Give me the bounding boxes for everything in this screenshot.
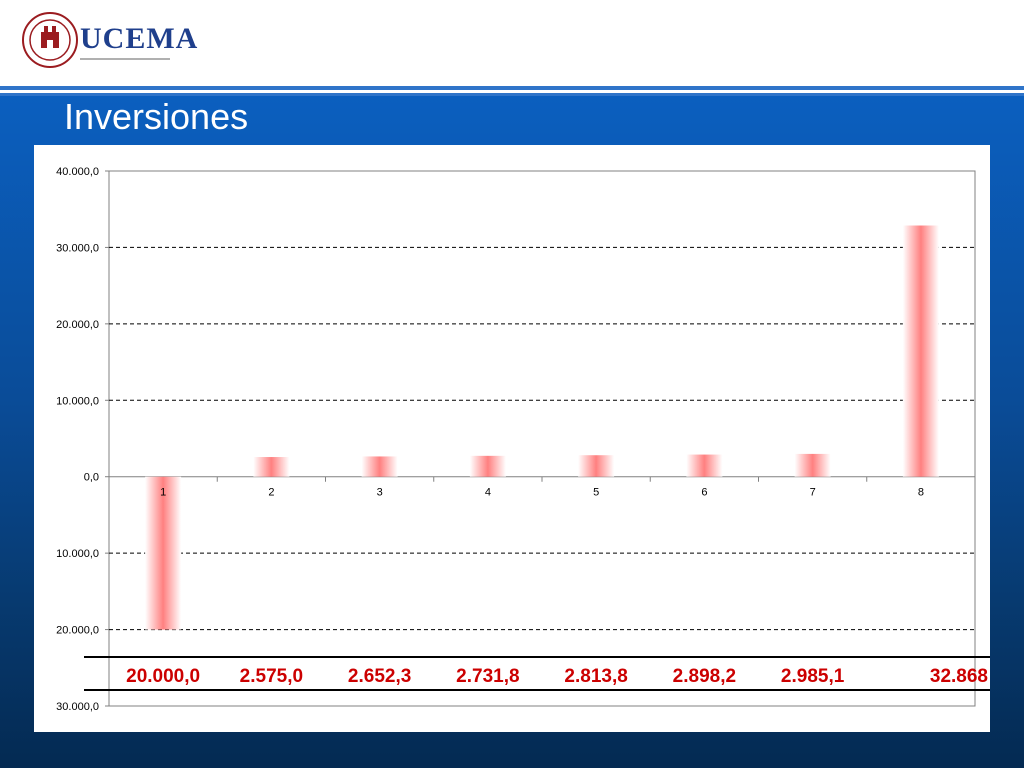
- y-tick-label: 10.000,0: [56, 548, 99, 560]
- header-stripe: [0, 90, 1024, 93]
- x-category-label: 6: [701, 487, 707, 499]
- bar: [578, 455, 615, 477]
- slide-title: Inversiones: [64, 96, 249, 137]
- x-category-label: 1: [160, 487, 166, 499]
- bar-chart: 40.000,0 30.000,0 20.000,0 10.000,0 0,0 10.00…: [56, 166, 990, 713]
- x-category-label: 5: [593, 487, 599, 499]
- bar: [902, 225, 939, 477]
- data-value-label: 2.985,1: [781, 666, 845, 687]
- x-category-label: 4: [485, 487, 491, 499]
- header-stripe: [0, 93, 1024, 96]
- data-value-label: 32.868: [930, 666, 988, 687]
- x-category-label: 8: [918, 487, 924, 499]
- university-seal-icon: [22, 12, 78, 68]
- data-value-label: 2.731,8: [456, 666, 519, 687]
- y-tick-label: 30.000,0: [56, 242, 99, 254]
- bar: [361, 456, 398, 477]
- x-category-label: 3: [377, 487, 383, 499]
- plot-area-border: [108, 170, 976, 707]
- bar: [686, 454, 723, 477]
- y-tick-label: 20.000,0: [56, 319, 99, 331]
- header: UCEMA: [0, 0, 1024, 86]
- bar: [253, 457, 290, 477]
- data-value-label: 20.000,0: [126, 666, 200, 687]
- data-value-label: 2.652,3: [348, 666, 411, 687]
- chart-panel: 40.000,0 30.000,0 20.000,0 10.000,0 0,0 10.00…: [34, 145, 990, 732]
- x-category-label: 7: [810, 487, 816, 499]
- header-stripe: [0, 86, 1024, 90]
- brand-logo-text: UCEMA: [80, 22, 199, 55]
- bar: [794, 453, 831, 477]
- y-tick-label: 40.000,0: [56, 166, 99, 178]
- y-tick-label: 0,0: [84, 472, 99, 484]
- bar: [145, 476, 182, 630]
- x-category-label: 2: [268, 487, 274, 499]
- y-tick-label: 30.000,0: [56, 701, 99, 713]
- logo-underline: [80, 58, 170, 60]
- y-tick-label: 10.000,0: [56, 395, 99, 407]
- data-value-label: 2.813,8: [564, 666, 627, 687]
- y-tick-label: 20.000,0: [56, 625, 99, 637]
- data-value-label: 2.575,0: [240, 666, 303, 687]
- data-value-label: 2.898,2: [673, 666, 736, 687]
- bar: [469, 455, 506, 477]
